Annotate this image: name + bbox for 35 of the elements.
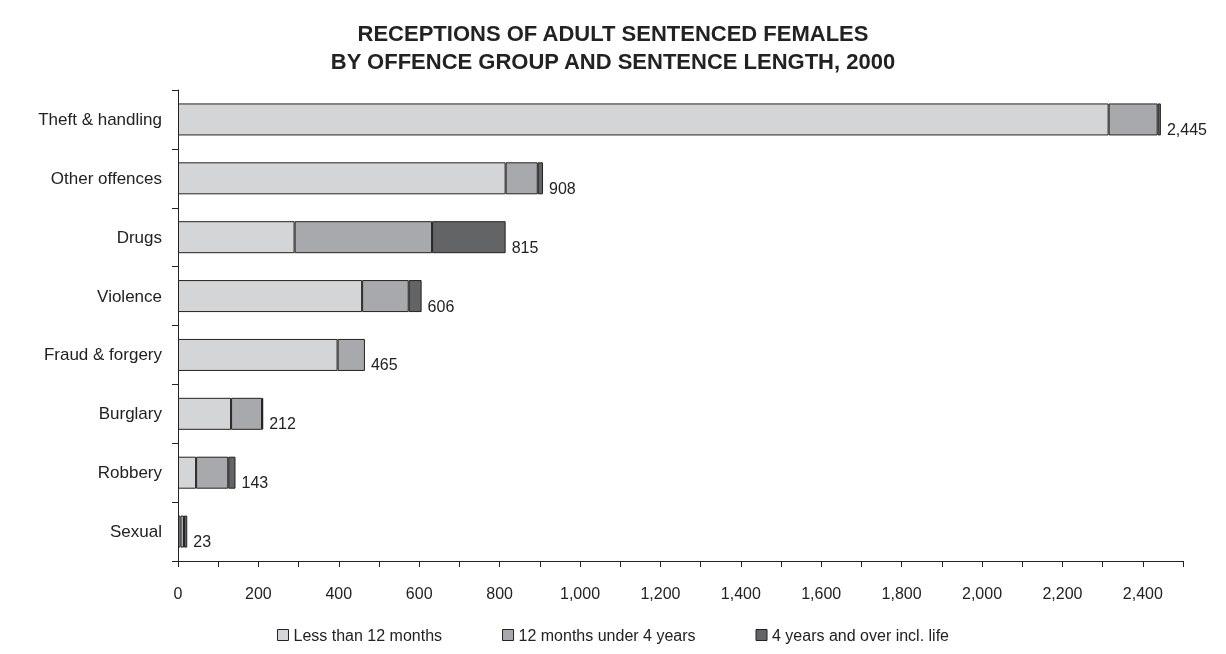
total-label: 23 [193, 533, 212, 551]
x-tick-label: 1,000 [559, 584, 601, 602]
y-tick-label: Violence [97, 286, 162, 306]
total-label: 815 [511, 238, 539, 256]
bar [184, 515, 188, 548]
y-tick-label: Sexual [110, 522, 162, 542]
x-tick-label: 200 [245, 584, 272, 602]
x-tick-label: 2,000 [961, 584, 1003, 602]
x-tick-label: 1,800 [881, 584, 922, 602]
bar [180, 515, 185, 548]
total-label: 606 [427, 297, 455, 315]
x-tick-label: 1,600 [801, 584, 842, 602]
y-tick-label: Theft & handling [38, 109, 162, 129]
y-tick-label: Other offences [50, 168, 162, 188]
x-tick-label: 600 [405, 584, 433, 602]
y-tick-label: Burglary [98, 404, 163, 424]
legend-label: 12 months under 4 years [518, 626, 696, 644]
x-tick-label: 1,400 [720, 584, 761, 602]
total-label: 2,445 [1166, 120, 1208, 138]
x-tick-label: 0 [173, 584, 183, 602]
y-tick-label: Robbery [97, 463, 163, 483]
y-tick-label: Fraud & forgery [43, 345, 163, 365]
chart-title: RECEPTIONS OF ADULT SENTENCED FEMALES BY OFFENCE GROUP AND SENTENCE LENGTH, 2000 [330, 20, 896, 74]
total-label: 212 [269, 415, 297, 433]
x-tick-label: 2,200 [1042, 584, 1083, 602]
legend-label: Less than 12 months [293, 626, 443, 644]
total-label: 908 [549, 179, 576, 197]
total-label: 465 [370, 356, 398, 374]
y-tick-label: Drugs [116, 227, 162, 247]
x-tick-label: 1,200 [640, 584, 681, 602]
x-tick-label: 2,400 [1122, 584, 1163, 602]
x-tick-label: 800 [486, 584, 514, 602]
x-tick-label: 400 [325, 584, 353, 602]
total-label: 143 [241, 474, 269, 492]
legend-label: 4 years and over incl. life [772, 626, 950, 644]
